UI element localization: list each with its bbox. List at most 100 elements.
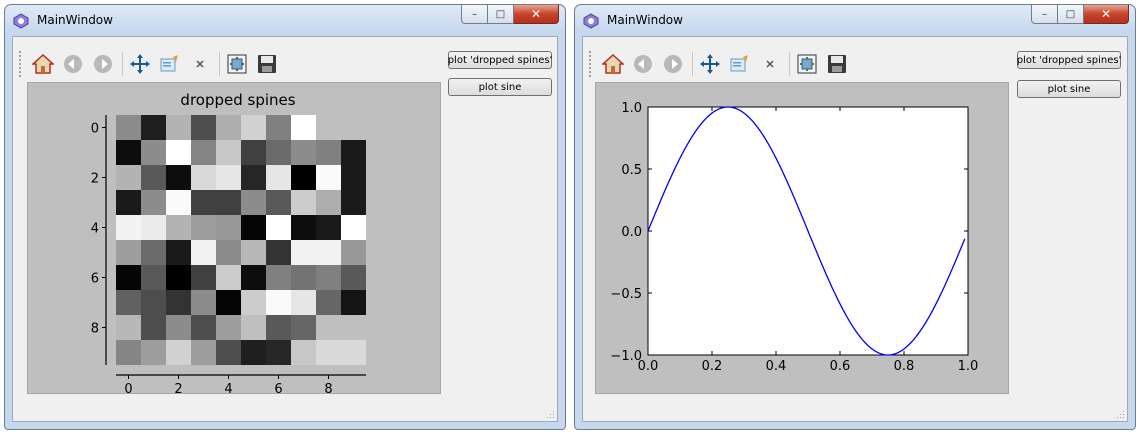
heatmap-cell xyxy=(191,165,216,190)
heatmap-cell xyxy=(341,215,366,240)
heatmap-cell xyxy=(291,240,316,265)
heatmap-cell xyxy=(341,265,366,290)
heatmap-cell xyxy=(141,165,166,190)
heatmap-cell xyxy=(341,340,366,365)
maximize-button[interactable]: □ xyxy=(488,5,514,24)
resize-grip-icon[interactable] xyxy=(1115,409,1125,419)
heatmap-cell xyxy=(266,290,291,315)
heatmap-cell xyxy=(241,290,266,315)
forward-icon[interactable] xyxy=(660,51,686,77)
heatmap-cell xyxy=(166,340,191,365)
back-icon[interactable] xyxy=(60,51,86,77)
heatmap-cell xyxy=(241,340,266,365)
zoom-icon[interactable] xyxy=(157,51,183,77)
heatmap-cell xyxy=(341,290,366,315)
heatmap-cell xyxy=(341,240,366,265)
toolbar-grip[interactable] xyxy=(589,51,594,77)
title-bar[interactable]: MainWindow – □ ✕ xyxy=(5,5,565,35)
plot-sine-button[interactable]: plot sine xyxy=(1017,80,1121,98)
figure-canvas[interactable]: dropped spines 0 2 4 6 8 0 2 4 6 8 xyxy=(27,82,441,394)
heatmap-cell xyxy=(116,265,141,290)
zoom-icon[interactable] xyxy=(727,51,753,77)
pan-icon[interactable] xyxy=(127,51,153,77)
plot-dropped-spines-button[interactable]: plot 'dropped spines' xyxy=(1017,51,1121,69)
heatmap-cell xyxy=(191,265,216,290)
toolbar-grip[interactable] xyxy=(19,51,24,77)
x-tick-label: 2 xyxy=(174,382,182,393)
heatmap-cell xyxy=(116,140,141,165)
heatmap-cell xyxy=(166,190,191,215)
x-tick-label: 0.0 xyxy=(638,359,659,374)
close-x-icon[interactable] xyxy=(187,51,213,77)
x-tick-label: 1.0 xyxy=(958,359,979,374)
y-tick-label: 0.0 xyxy=(621,225,642,240)
y-tick-label: 2 xyxy=(91,172,99,187)
x-tick-label: 0.6 xyxy=(830,359,851,374)
heatmap-cell xyxy=(141,140,166,165)
navigation-toolbar xyxy=(19,49,284,79)
figure-canvas[interactable]: 0.0 0.2 0.4 0.6 0.8 1.0 1.0 0.5 0.0 −0.5 −1.0 xyxy=(595,82,1009,394)
heatmap-cell xyxy=(241,265,266,290)
heatmap-cell xyxy=(191,315,216,340)
y-tick-label: −1.0 xyxy=(610,349,642,364)
title-bar[interactable]: MainWindow – □ ✕ xyxy=(575,5,1135,35)
close-button[interactable]: ✕ xyxy=(1084,5,1129,24)
save-icon[interactable] xyxy=(254,51,280,77)
close-button[interactable]: ✕ xyxy=(514,5,559,24)
back-icon[interactable] xyxy=(630,51,656,77)
heatmap-cell xyxy=(166,140,191,165)
heatmap-cell xyxy=(141,290,166,315)
heatmap-cell xyxy=(316,165,341,190)
x-tick-label: 6 xyxy=(274,382,282,393)
heatmap-cell xyxy=(216,215,241,240)
y-tick-label: 6 xyxy=(91,272,99,287)
heatmap-cell xyxy=(341,115,366,140)
pan-icon[interactable] xyxy=(697,51,723,77)
minimize-button[interactable]: – xyxy=(461,5,488,24)
heatmap-cell xyxy=(191,215,216,240)
heatmap-cell xyxy=(116,115,141,140)
heatmap-cell xyxy=(241,165,266,190)
plot-sine-button[interactable]: plot sine xyxy=(448,78,552,96)
heatmap-cell xyxy=(266,315,291,340)
heatmap-cell xyxy=(191,240,216,265)
heatmap-cell xyxy=(216,315,241,340)
heatmap-cell xyxy=(291,165,316,190)
configure-subplots-icon[interactable] xyxy=(224,51,250,77)
y-tick-label: 4 xyxy=(91,222,99,237)
heatmap-cell xyxy=(241,240,266,265)
configure-subplots-icon[interactable] xyxy=(794,51,820,77)
toolbar-separator xyxy=(219,52,220,76)
heatmap-cell xyxy=(341,315,366,340)
heatmap-cell xyxy=(216,115,241,140)
heatmap-cell xyxy=(216,190,241,215)
maximize-button[interactable]: □ xyxy=(1058,5,1084,24)
toolbar-separator xyxy=(789,52,790,76)
heatmap-cell xyxy=(166,115,191,140)
heatmap-cell xyxy=(216,340,241,365)
heatmap-cell xyxy=(191,190,216,215)
heatmap-cell xyxy=(291,265,316,290)
heatmap-cell xyxy=(266,215,291,240)
heatmap-cell xyxy=(291,115,316,140)
y-tick-label: −0.5 xyxy=(610,287,642,302)
toolbar-separator xyxy=(692,52,693,76)
save-icon[interactable] xyxy=(824,51,850,77)
plot-dropped-spines-button[interactable]: plot 'dropped spines' xyxy=(448,51,552,69)
minimize-button[interactable]: – xyxy=(1031,5,1058,24)
forward-icon[interactable] xyxy=(90,51,116,77)
home-icon[interactable] xyxy=(30,51,56,77)
heatmap-cell xyxy=(116,315,141,340)
resize-grip-icon[interactable] xyxy=(545,409,555,419)
client-area: plot 'dropped spines' plot sine dropped … xyxy=(12,36,558,422)
heatmap-cell xyxy=(316,315,341,340)
heatmap-cell xyxy=(316,340,341,365)
heatmap-cell xyxy=(316,140,341,165)
home-icon[interactable] xyxy=(600,51,626,77)
y-tick-label: 0.5 xyxy=(621,163,642,178)
x-tick-label: 8 xyxy=(324,382,332,393)
heatmap-cell xyxy=(166,315,191,340)
heatmap-cell xyxy=(141,190,166,215)
heatmap-cell xyxy=(116,290,141,315)
close-x-icon[interactable] xyxy=(757,51,783,77)
